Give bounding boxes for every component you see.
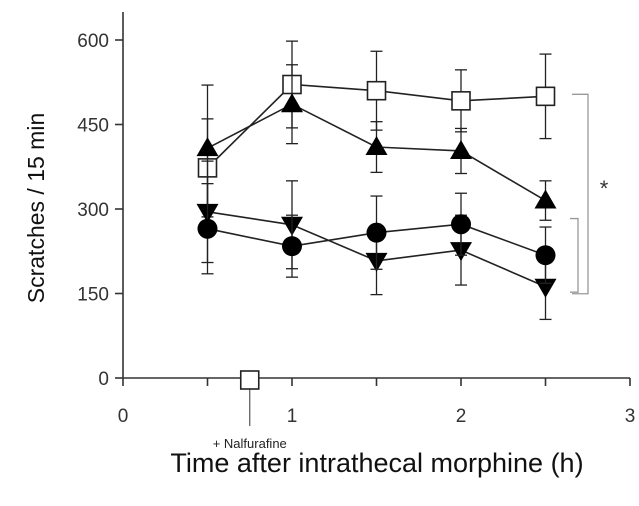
y-tick-label: 450 (77, 116, 109, 137)
significance-bracket-inner (570, 217, 579, 293)
x-tick-label: 3 (625, 406, 636, 427)
x-tick-label: 0 (118, 406, 129, 427)
open-square-marker (535, 86, 556, 107)
x-tick-label: 2 (456, 406, 467, 427)
open-square-marker (239, 370, 260, 390)
circle-marker (197, 218, 218, 239)
significance-star: * (600, 176, 609, 201)
open-square-marker (366, 80, 387, 101)
triangle-up-marker (281, 93, 303, 113)
y-tick-label: 0 (98, 369, 109, 390)
circle-marker (451, 214, 471, 235)
annotation-layer: + Nalfurafine * (213, 93, 609, 451)
triangle-up-marker (365, 136, 388, 156)
y-tick-label: 600 (77, 31, 109, 52)
series-filled-circle (197, 182, 556, 285)
series-layer (196, 40, 557, 321)
axes: 0 150 300 450 600 0 1 2 3 (77, 12, 635, 427)
open-square-marker (451, 91, 471, 111)
circle-marker (535, 245, 556, 266)
x-axis-title: Time after intrathecal morphine (h) (170, 448, 583, 478)
triangle-up-marker (534, 189, 557, 209)
circle-marker (366, 222, 387, 243)
triangle-up-marker (450, 139, 472, 159)
circle-marker (282, 236, 302, 257)
y-tick-label: 150 (77, 285, 109, 306)
triangle-up-marker (196, 137, 219, 157)
y-tick-label: 300 (77, 200, 109, 221)
x-tick-label: 1 (287, 406, 298, 427)
y-axis-title: Scratches / 15 min (23, 113, 49, 303)
significance-bracket-outer (572, 93, 589, 295)
annotation-label: + Nalfurafine (213, 436, 287, 451)
